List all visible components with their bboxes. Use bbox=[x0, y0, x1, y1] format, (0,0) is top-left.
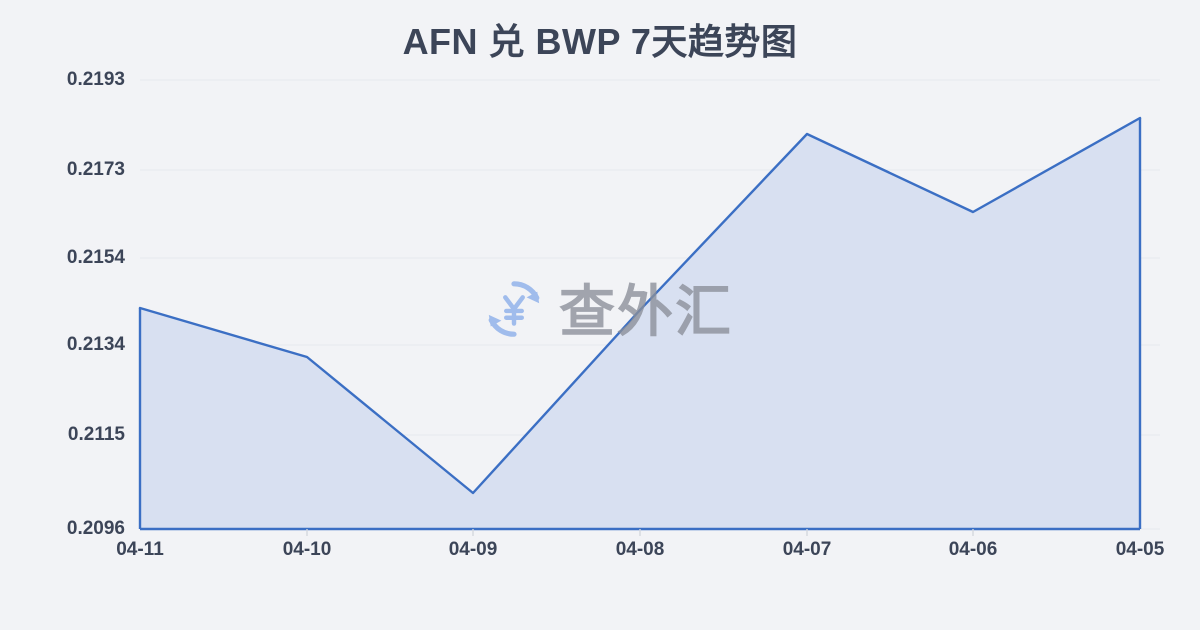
x-axis-tick-label: 04-11 bbox=[60, 539, 220, 561]
x-axis-tick-label: 04-09 bbox=[393, 539, 553, 561]
x-axis-tick-label: 04-08 bbox=[560, 539, 720, 561]
x-axis-labels: 04-11 04-10 04-09 04-08 04-07 04-06 04-05 bbox=[0, 0, 1200, 630]
x-axis-tick-label: 04-10 bbox=[227, 539, 387, 561]
x-axis-tick-label: 04-06 bbox=[893, 539, 1053, 561]
chart-page: AFN 兑 BWP 7天趋势图 0.21930.21730.21540.2134… bbox=[0, 0, 1200, 630]
x-axis-tick-label: 04-07 bbox=[727, 539, 887, 561]
x-axis-tick-label: 04-05 bbox=[1060, 539, 1200, 561]
